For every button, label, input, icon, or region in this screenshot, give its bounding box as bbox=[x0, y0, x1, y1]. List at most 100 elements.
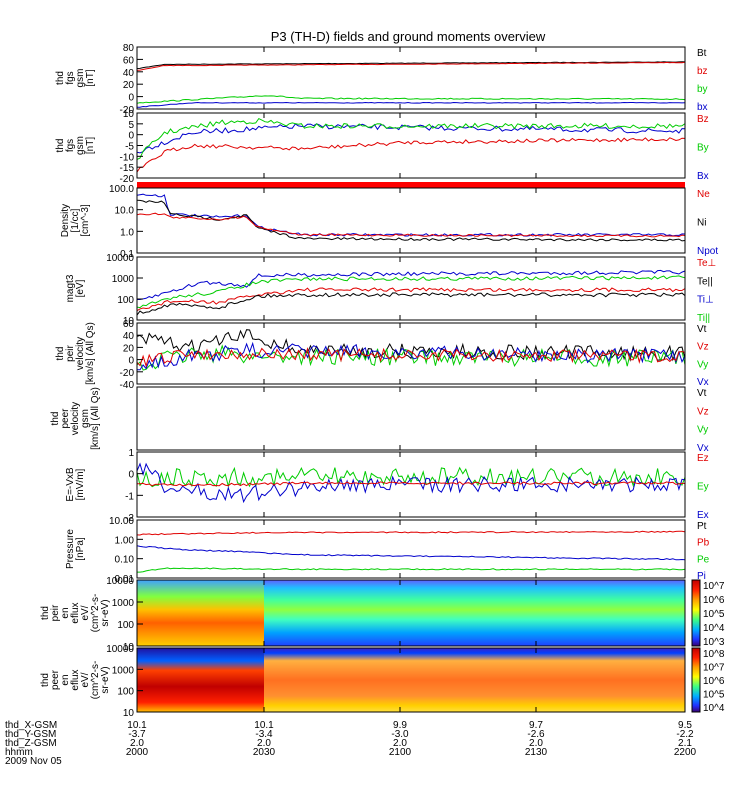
footer-date: 2009 Nov 05 bbox=[5, 756, 62, 767]
panel-frame bbox=[136, 46, 686, 110]
panel-frame bbox=[136, 451, 686, 518]
y-axis-label: fgs bbox=[65, 139, 76, 152]
y-axis-label: en bbox=[60, 607, 71, 618]
y-axis-label: thd bbox=[55, 71, 66, 85]
colorbar-label: 10^4 bbox=[703, 703, 725, 714]
y-tick-label: 100 bbox=[117, 620, 134, 631]
trace-5-1 bbox=[136, 329, 686, 362]
y-axis-label: gsm bbox=[80, 409, 91, 428]
y-tick-label: -15 bbox=[120, 163, 135, 174]
y-tick-label: 40 bbox=[123, 331, 135, 342]
y-axis-label: sr-eV) bbox=[100, 599, 111, 626]
colorbar-label: 10^5 bbox=[703, 690, 725, 701]
y-axis-label: E=-VxB bbox=[65, 467, 76, 502]
y-axis-label: peer bbox=[60, 408, 71, 429]
y-axis-label: [cm^-3] bbox=[80, 204, 91, 237]
y-tick-label: 20 bbox=[123, 343, 135, 354]
colorbar-label: 10^7 bbox=[703, 581, 725, 592]
y-axis-label: peir bbox=[65, 344, 76, 361]
legend-vy-label: Vy bbox=[697, 425, 708, 436]
y-tick-label: 60 bbox=[123, 55, 135, 66]
y-tick-label: 1000 bbox=[112, 274, 135, 285]
footer-value: 10.1 bbox=[127, 720, 147, 731]
figure-title: P3 (TH-D) fields and ground moments over… bbox=[271, 29, 546, 44]
legend-by-label: by bbox=[697, 84, 708, 95]
colorbar-label: 10^4 bbox=[703, 623, 725, 634]
y-tick-label: 10.00 bbox=[109, 516, 134, 527]
y-axis-label: (cm^2-s- bbox=[90, 594, 101, 633]
legend-ey-label: Ey bbox=[697, 482, 709, 493]
y-axis-label: thd bbox=[50, 412, 61, 426]
legend-bt-label: Bt bbox=[697, 48, 707, 59]
legend-ti-label: Ti⊥ bbox=[697, 295, 714, 306]
trace-4-3 bbox=[136, 287, 686, 312]
y-axis-label: magt3 bbox=[65, 274, 76, 302]
colorbar bbox=[691, 647, 701, 713]
y-axis-label: eV/ bbox=[80, 605, 91, 620]
panel-frame bbox=[136, 322, 686, 385]
spectrogram-early bbox=[137, 580, 264, 646]
legend-te-label: Te⊥ bbox=[697, 258, 716, 269]
footer-value: 2030 bbox=[253, 747, 276, 758]
y-tick-label: -10 bbox=[120, 152, 135, 163]
y-tick-label: -20 bbox=[120, 368, 135, 379]
panel-3: 100.0 10.0 1.0 0.1 Density [1/cc] [cm^-3] Ne Ni N… bbox=[60, 182, 718, 260]
footer-value: -2.6 bbox=[527, 729, 545, 740]
legend-vy-label: Vy bbox=[697, 359, 708, 370]
y-axis-label: eflux bbox=[70, 602, 81, 623]
y-tick-label: 10 bbox=[123, 316, 135, 327]
y-axis-label: eV/ bbox=[80, 672, 91, 687]
y-tick-label: 0.10 bbox=[115, 555, 135, 566]
footer-value: 2.0 bbox=[529, 738, 543, 749]
y-tick-label: 1 bbox=[128, 448, 134, 459]
y-axis-label: thd bbox=[40, 606, 51, 620]
y-axis-label: en bbox=[60, 674, 71, 685]
panel-frame bbox=[136, 519, 686, 579]
y-tick-label: 80 bbox=[123, 43, 135, 54]
trace-2-2 bbox=[136, 117, 686, 160]
y-tick-label: -40 bbox=[120, 380, 135, 391]
y-axis-label: thd bbox=[55, 139, 66, 153]
y-tick-label: 0.01 bbox=[115, 574, 135, 585]
y-tick-label: 0 bbox=[128, 356, 134, 367]
footer-value: 2.1 bbox=[678, 738, 692, 749]
trace-5-2 bbox=[136, 344, 686, 371]
y-axis-label: sr-eV) bbox=[100, 666, 111, 693]
legend-bz-label: Bz bbox=[697, 114, 709, 125]
trace-8-3 bbox=[137, 567, 686, 573]
footer-value: 2130 bbox=[525, 747, 548, 758]
trace-5-3 bbox=[137, 341, 686, 371]
y-axis-label: fgs bbox=[65, 71, 76, 84]
y-tick-label: 60 bbox=[123, 319, 135, 330]
y-axis-label: [eV] bbox=[75, 279, 86, 297]
y-tick-label: 0.1 bbox=[120, 249, 134, 260]
y-tick-label: 1000 bbox=[112, 598, 135, 609]
trace-4-4 bbox=[136, 292, 686, 316]
spectrogram-late bbox=[264, 580, 685, 646]
y-tick-label: -1 bbox=[125, 491, 134, 502]
y-axis-label: velocity bbox=[75, 337, 86, 370]
footer-value: 2200 bbox=[674, 747, 697, 758]
legend-vx-label: Vx bbox=[697, 443, 709, 454]
legend-ne-label: Ne bbox=[697, 189, 710, 200]
legend-vz-label: Vz bbox=[697, 342, 709, 353]
y-axis-label: peir bbox=[50, 604, 61, 621]
footer-value: 10.1 bbox=[254, 720, 274, 731]
trace-5-4 bbox=[136, 347, 686, 368]
colorbar-label: 10^5 bbox=[703, 609, 725, 620]
y-axis-label: [mV/m] bbox=[75, 468, 86, 500]
y-axis-label: [km/s] (All Qs) bbox=[85, 322, 96, 385]
spectrogram-late bbox=[264, 648, 685, 712]
legend-ti-label: Ti|| bbox=[697, 313, 710, 324]
footer-value: 2.0 bbox=[393, 738, 407, 749]
legend-bx-label: Bx bbox=[697, 171, 709, 182]
panel-6: thd peer velocity gsm [km/s] (All Qs) Vt Vz Vy V… bbox=[50, 386, 709, 454]
footer-value: 2.0 bbox=[130, 738, 144, 749]
spectrogram-early bbox=[137, 648, 264, 712]
footer-value: 9.9 bbox=[393, 720, 407, 731]
y-tick-label: 40 bbox=[123, 68, 135, 79]
legend-bz-label: bz bbox=[697, 66, 708, 77]
legend-pe-label: Pe bbox=[697, 554, 710, 565]
legend-pt-label: Pt bbox=[697, 521, 707, 532]
